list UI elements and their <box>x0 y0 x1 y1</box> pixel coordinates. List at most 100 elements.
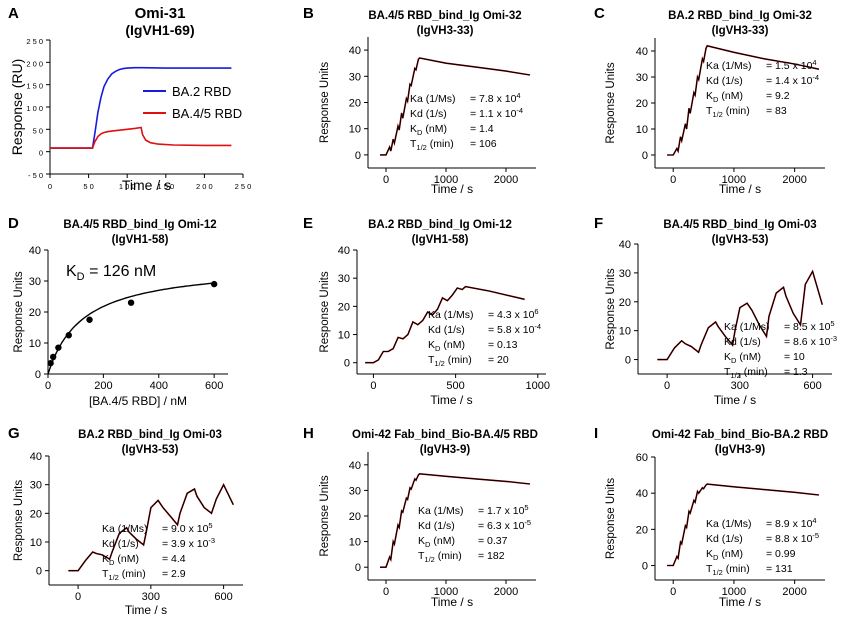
panel-a: A Omi-31(IgVH1-69) - 5 0 0 5 0 1 0 0 1 5 0 2 0 … <box>8 5 251 193</box>
kinetics-table: Ka (1/Ms) = 8.5 x 105 Kd (1/s) = 8.6 x 10-3… <box>724 319 837 380</box>
kin-value-exp: -3 <box>830 334 837 343</box>
kin-label-unit: (nM) <box>440 339 465 351</box>
x-axis-label: Time / s <box>430 393 472 407</box>
kinetics-value: = 8.5 x 105 <box>784 319 835 333</box>
kin-value-exp: -4 <box>516 106 523 115</box>
kin-value-main: = 182 <box>478 550 505 562</box>
kin-label-unit: (nM) <box>718 548 743 560</box>
data-point <box>47 359 54 367</box>
kin-value-main: = 131 <box>766 563 793 575</box>
panel-title: BA.2 RBD_bind_Ig Omi-32 <box>668 10 812 22</box>
kinetics-label: T1/2 (min) <box>418 550 462 564</box>
kin-label-main: K <box>428 339 435 351</box>
panel-letter: E <box>303 215 313 232</box>
y-tick-label: 2 5 0 <box>26 37 43 46</box>
kin-label-unit: (min) <box>445 354 472 366</box>
y-tick-label: 40 <box>636 46 648 58</box>
kinetics-value: = 1.7 x 105 <box>478 503 529 517</box>
kin-value-main: = 4.4 <box>162 553 186 565</box>
y-tick-label: 0 <box>36 566 42 578</box>
x-tick-label: 2000 <box>782 586 806 598</box>
y-tick-label: 30 <box>29 276 41 288</box>
kin-label-main: Ka (1/Ms) <box>706 518 752 530</box>
x-tick-label: 0 <box>383 174 389 186</box>
kin-label-sub: 1/2 <box>108 573 118 582</box>
y-tick-label: 30 <box>636 72 648 84</box>
kin-label-unit: (min) <box>723 105 750 117</box>
kin-value-main: = 8.5 x 10 <box>784 321 831 333</box>
kinetics-label: Ka (1/Ms) <box>410 93 456 105</box>
kin-value-exp: -5 <box>524 518 531 527</box>
x-tick-label: 300 <box>731 380 749 392</box>
data-point <box>49 353 57 361</box>
kin-value-main: = 1.5 x 10 <box>766 60 813 72</box>
kin-label-main: Ka (1/Ms) <box>428 309 474 321</box>
panel-letter: I <box>594 425 598 442</box>
y-tick-label: 60 <box>636 452 648 464</box>
kin-label-sub: 1/2 <box>712 568 722 577</box>
y-tick-label: 10 <box>619 326 631 338</box>
kin-value-exp: 5 <box>830 319 834 328</box>
kinetics-label: Ka (1/Ms) <box>706 60 752 72</box>
x-axis-label: Time / s <box>431 182 473 196</box>
y-tick-label: 10 <box>349 537 361 549</box>
kinetics-label: KD (nM) <box>410 123 447 137</box>
kin-label-unit: (nM) <box>422 123 447 135</box>
kin-value-main: = 0.13 <box>488 339 518 351</box>
x-tick-label: 300 <box>142 591 160 603</box>
kinetics-label: KD (nM) <box>418 535 455 549</box>
y-tick-label: 0 <box>625 355 631 367</box>
x-axis-label: Time / s <box>122 177 171 193</box>
kin-value-main: = 83 <box>766 105 787 117</box>
x-tick-label: 600 <box>205 380 223 392</box>
y-tick-label: - 5 0 <box>28 171 43 180</box>
kin-label-unit: (nM) <box>718 90 743 102</box>
x-tick-label: 0 <box>383 586 389 598</box>
kinetics-value: = 9.2 <box>766 90 790 102</box>
data-point <box>65 332 72 339</box>
x-axis-label: Time / s <box>719 182 761 196</box>
y-axis-label: Response Units <box>319 475 331 556</box>
kin-value-main: = 5.8 x 10 <box>488 324 535 336</box>
series-line <box>667 45 820 156</box>
y-tick-label: 40 <box>29 245 41 257</box>
kin-label-unit: (min) <box>723 563 750 575</box>
kin-label-sub: 1/2 <box>424 555 434 564</box>
kin-value-main: = 9.2 <box>766 90 790 102</box>
kinetics-label: Kd (1/s) <box>410 108 447 120</box>
data-point <box>86 316 93 323</box>
panel-letter: C <box>594 5 605 22</box>
panel-subtitle: (IgVH3-53) <box>712 234 769 246</box>
panel-letter: H <box>303 425 314 442</box>
y-tick-label: 20 <box>349 98 361 110</box>
y-tick-label: 20 <box>619 297 631 309</box>
kin-value-exp: 4 <box>516 91 520 100</box>
kinetics-label: Kd (1/s) <box>102 538 139 550</box>
panel-subtitle: (IgVH3-9) <box>420 444 471 456</box>
kin-value-main: = 0.37 <box>478 535 508 547</box>
panel-h: H Omi-42 Fab_bind_Bio-BA.4/5 RBD (IgVH3-9)… <box>303 425 538 609</box>
x-tick-label: 1000 <box>722 174 746 186</box>
kinetics-value: = 1.4 <box>470 123 494 135</box>
y-tick-label: 0 <box>642 150 648 162</box>
fit-curve <box>47 282 215 375</box>
kd-sub: D <box>77 271 85 283</box>
kin-label-main: K <box>706 548 713 560</box>
kinetics-label: T1/2 (min) <box>724 366 768 380</box>
kinetics-table: Ka (1/Ms) = 7.8 x 104 Kd (1/s) = 1.1 x 10-4… <box>410 91 523 152</box>
kin-label-main: T <box>428 354 435 366</box>
kinetics-value: = 1.3 <box>784 366 808 378</box>
kin-label-main: K <box>706 90 713 102</box>
kinetics-value: = 6.3 x 10-5 <box>478 518 531 532</box>
y-tick-label: 1 0 0 <box>26 104 43 113</box>
kinetics-table: Ka (1/Ms) = 8.9 x 104 Kd (1/s) = 8.8 x 10-5… <box>706 516 819 577</box>
panel-title: BA.4/5 RBD_bind_Ig Omi-32 <box>368 10 521 22</box>
y-tick-label: 0 <box>344 358 350 370</box>
kin-label-sub: D <box>731 356 737 365</box>
kd-main: K <box>66 263 77 280</box>
panel-f: F BA.4/5 RBD_bind_Ig Omi-03 (IgVH3-53) 0 10 2… <box>594 215 837 407</box>
panel-title: Omi-42 Fab_bind_Bio-BA.4/5 RBD <box>352 429 538 441</box>
y-tick-label: 20 <box>29 307 41 319</box>
panel-title: Omi-42 Fab_bind_Bio-BA.2 RBD <box>652 429 828 441</box>
kin-label-unit: (min) <box>119 568 146 580</box>
